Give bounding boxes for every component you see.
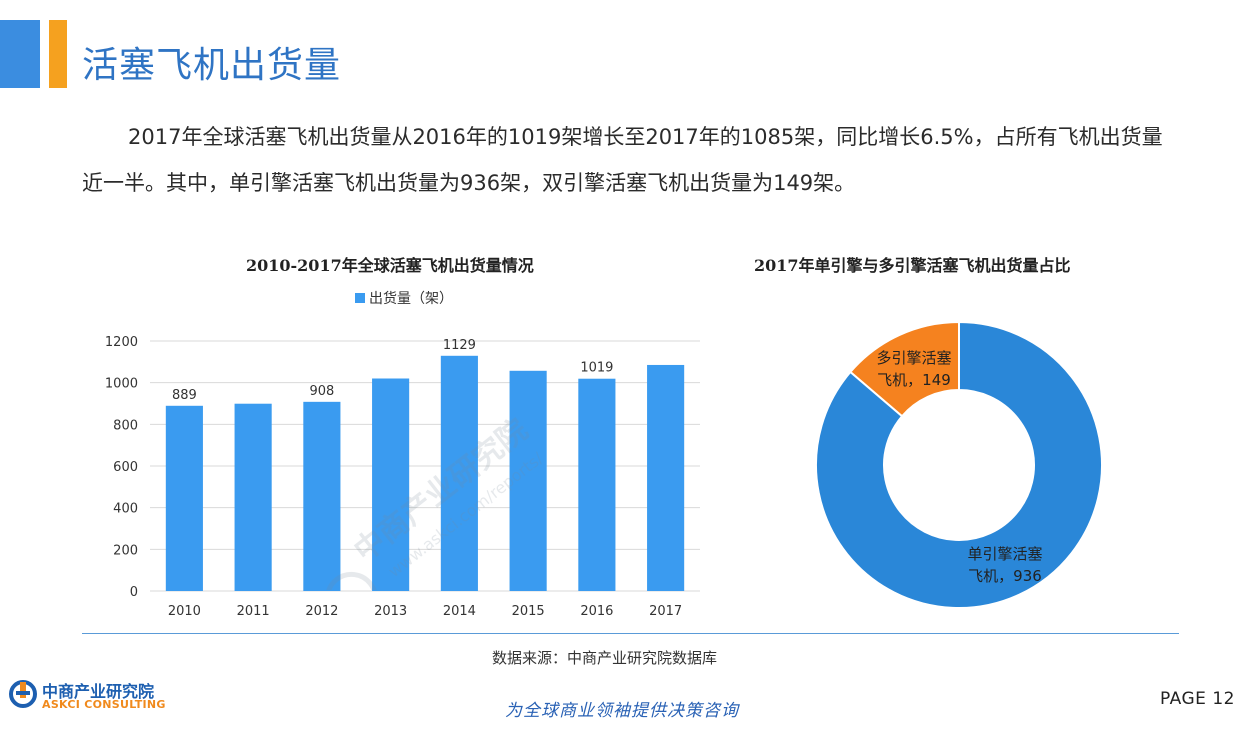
title-accent-bar-orange xyxy=(49,20,67,88)
data-label: 1129 xyxy=(443,338,476,353)
x-tick-label: 2017 xyxy=(649,604,682,619)
legend-swatch xyxy=(355,293,365,303)
bar-2010 xyxy=(165,405,203,591)
y-tick-label: 1000 xyxy=(105,377,138,392)
slice-label: 飞机，936 xyxy=(968,567,1042,585)
bar-2015 xyxy=(509,370,547,591)
bar-2011 xyxy=(234,403,272,591)
bar-chart-title: 2010-2017年全球活塞飞机出货量情况 xyxy=(246,256,534,275)
logo-text-cn: 中商产业研究院 xyxy=(42,682,155,701)
slice-label: 飞机，149 xyxy=(877,371,951,389)
data-label: 908 xyxy=(309,384,334,399)
x-tick-label: 2014 xyxy=(443,604,476,619)
intro-paragraph: 2017年全球活塞飞机出货量从2016年的1019架增长至2017年的1085架… xyxy=(82,125,1163,195)
logo-text-en: ASKCI CONSULTING xyxy=(42,698,166,711)
bar-2016 xyxy=(578,378,616,591)
x-tick-label: 2016 xyxy=(580,604,613,619)
x-tick-label: 2015 xyxy=(512,604,545,619)
bar-2017 xyxy=(647,364,685,591)
bar-2013 xyxy=(372,378,410,591)
x-tick-label: 2012 xyxy=(305,604,338,619)
page-number: PAGE 12 xyxy=(1160,689,1235,709)
data-label: 1019 xyxy=(580,361,613,376)
logo-icon xyxy=(9,680,37,708)
donut-chart-title: 2017年单引擎与多引擎活塞飞机出货量占比 xyxy=(754,256,1071,275)
bar-2014 xyxy=(440,355,478,591)
footer-divider xyxy=(82,633,1179,634)
company-logo: 中商产业研究院 ASKCI CONSULTING xyxy=(8,676,173,716)
donut-chart: 多引擎活塞飞机，149 单引擎活塞飞机，936 xyxy=(815,320,1103,609)
data-source: 数据来源：中商产业研究院数据库 xyxy=(492,649,718,667)
y-tick-label: 400 xyxy=(113,502,138,517)
x-tick-label: 2011 xyxy=(237,604,270,619)
slice-label: 单引擎活塞 xyxy=(967,545,1042,563)
bar-chart-legend: 出货量（架） xyxy=(355,288,453,308)
y-tick-label: 1200 xyxy=(105,335,138,350)
data-label: 889 xyxy=(172,388,197,403)
legend-label: 出货量（架） xyxy=(369,291,453,307)
y-tick-label: 800 xyxy=(113,418,138,433)
slice-label: 多引擎活塞 xyxy=(876,349,951,367)
footer-slogan: 为全球商业领袖提供决策咨询 xyxy=(505,701,739,721)
page-title: 活塞飞机出货量 xyxy=(82,45,342,86)
bar-chart: 0 200 400 600 800 1000 1200 2010 889 2011 2012 908 2… xyxy=(105,335,700,619)
bar-2012 xyxy=(303,401,341,591)
x-tick-label: 2013 xyxy=(374,604,407,619)
y-tick-label: 200 xyxy=(113,543,138,558)
title-accent-bar-blue xyxy=(0,20,40,88)
y-tick-label: 600 xyxy=(113,460,138,475)
donut-slice-single-engine xyxy=(815,320,1103,609)
y-tick-label: 0 xyxy=(130,585,138,600)
x-tick-label: 2010 xyxy=(168,604,201,619)
